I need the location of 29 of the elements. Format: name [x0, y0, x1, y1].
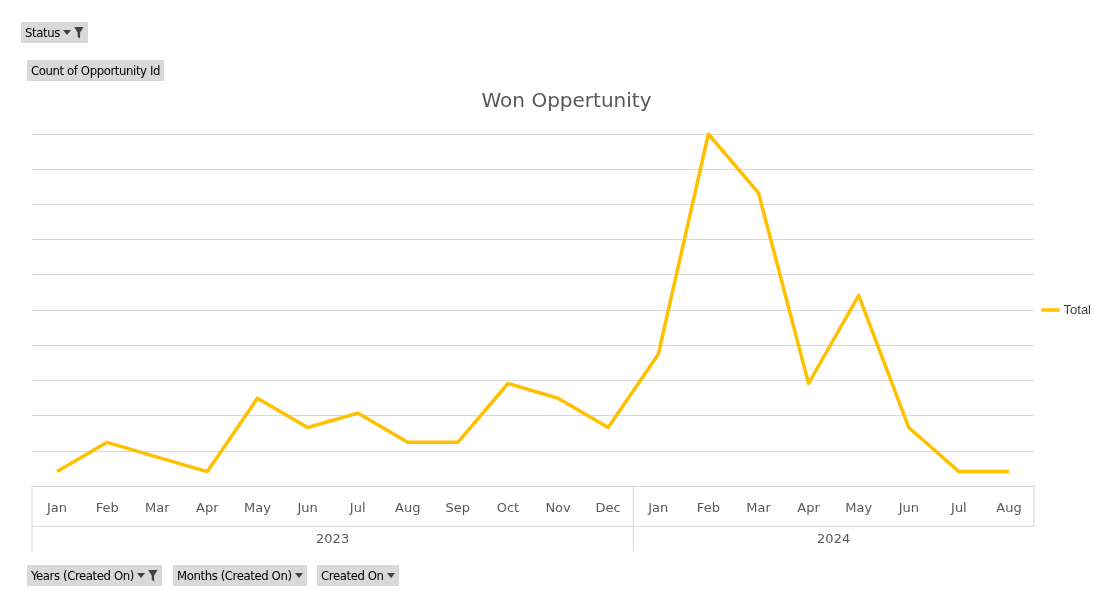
x-tick-label: Aug [395, 499, 421, 515]
legend-label: Total [1063, 301, 1092, 317]
x-tick-label: Jan [647, 499, 669, 515]
x-tick-label: Jul [950, 499, 967, 515]
x-tick-label: Apr [797, 499, 821, 515]
x-tick-label: May [244, 499, 272, 515]
text: Months (Created On) [177, 568, 292, 583]
text: Created On [321, 568, 384, 583]
x-tick-label: Sep [445, 499, 471, 515]
text: 2024 [817, 530, 851, 546]
x-tick-label: Mar [144, 499, 171, 515]
text: Status [25, 25, 60, 40]
x-tick-label: Feb [95, 499, 119, 515]
text: Years (Created On) [31, 568, 134, 583]
text: Count of Opportunity Id [31, 63, 160, 78]
x-tick-label: Oct [496, 499, 520, 515]
x-tick-label: Jun [296, 499, 318, 515]
x-tick-label: Aug [996, 499, 1022, 515]
x-tick-label: Jun [897, 499, 919, 515]
x-tick-label: Dec [595, 499, 621, 515]
x-tick-label: Mar [746, 499, 772, 515]
x-tick-label: Nov [545, 499, 572, 515]
x-tick-label: Jul [348, 499, 366, 515]
x-tick-label: Apr [196, 499, 220, 515]
text: 2023 [316, 530, 350, 546]
chart-title: Won Oppertunity [481, 88, 652, 113]
x-tick-label: Feb [696, 499, 720, 515]
x-tick-label: May [845, 499, 873, 515]
x-tick-label: Jan [46, 499, 68, 515]
